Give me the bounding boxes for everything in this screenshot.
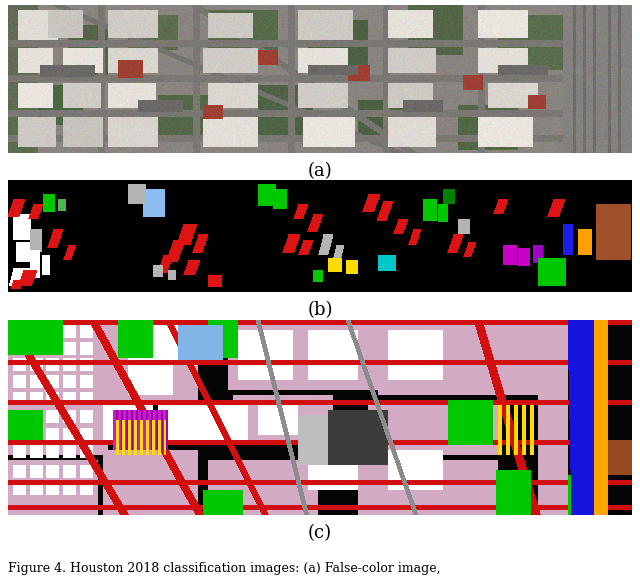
Text: (b): (b) xyxy=(307,301,333,319)
Text: (a): (a) xyxy=(308,162,332,179)
Text: (c): (c) xyxy=(308,523,332,541)
Text: Figure 4. Houston 2018 classification images: (a) False-color image,: Figure 4. Houston 2018 classification im… xyxy=(8,563,440,575)
